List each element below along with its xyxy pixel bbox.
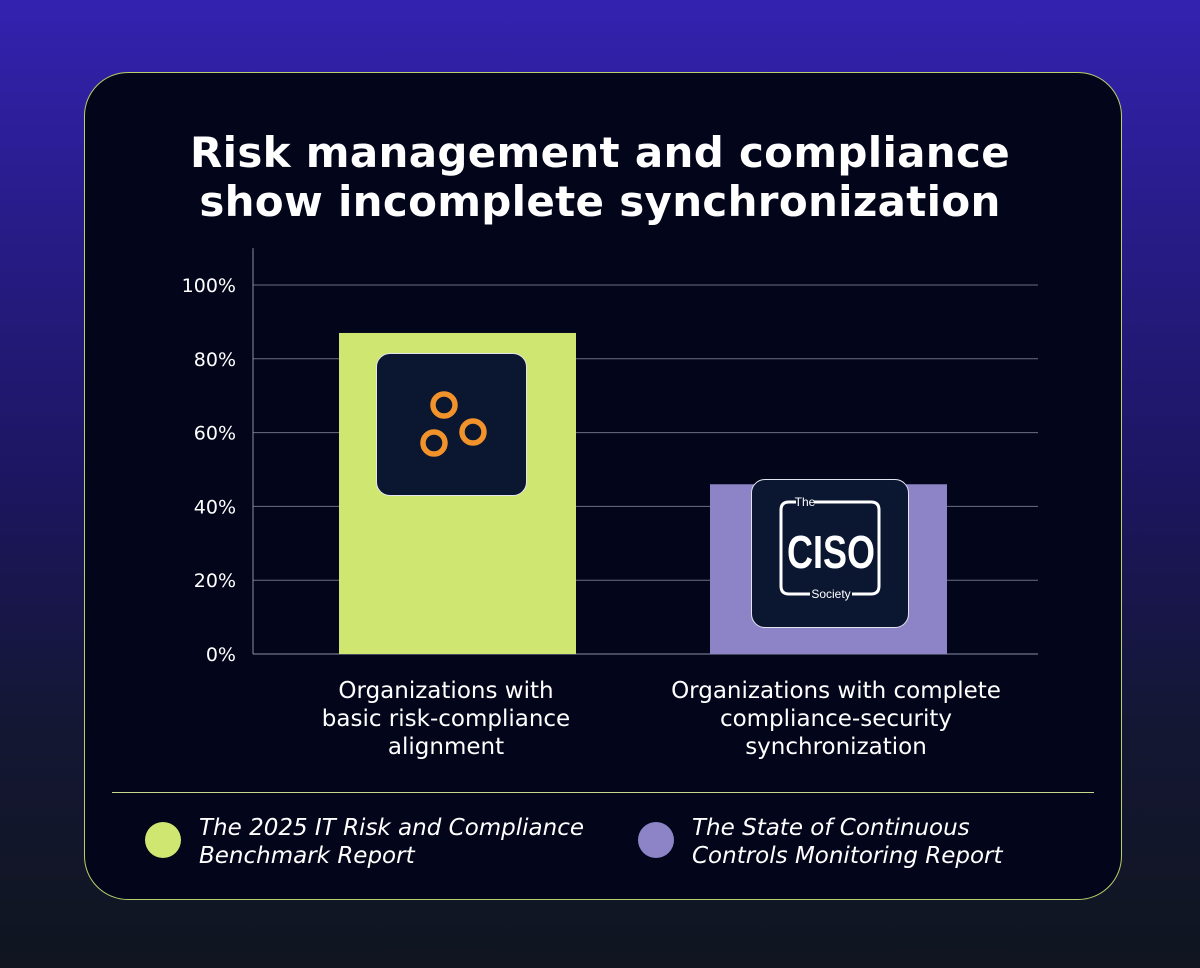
ciso-society-logo: The CISO Society [779,495,881,601]
legend-label-2-line-1: The State of Continuous [692,815,970,841]
y-tick-label-40: 40% [194,496,236,518]
title-line-2: show incomplete synchronization [199,177,1001,226]
x-category-1-line-3: alignment [387,734,505,760]
chart-title: Risk management and compliance show inco… [120,128,1080,226]
ciso-the-label: The [795,495,816,509]
x-category-1-line-1: Organizations with [338,678,554,704]
x-category-2-line-2: compliance-security [719,706,953,732]
legend-divider [112,792,1094,793]
legend-label-1-line-1: The 2025 IT Risk and Compliance [199,815,585,841]
chart-card [84,72,1122,900]
legend-label-1: The 2025 IT Risk and Compliance Benchmar… [199,814,599,870]
three-rings-logo-icon [420,391,487,457]
x-category-label-1: Organizations with basic risk-compliance… [286,677,606,761]
title-line-1: Risk management and compliance [190,128,1010,177]
x-category-1-line-2: basic risk-compliance [321,706,571,732]
x-category-2-line-3: synchronization [745,734,927,760]
legend-swatch-2 [638,822,674,858]
legend-label-2-line-2: Controls Monitoring Report [692,843,1003,869]
legend-swatch-1 [145,822,181,858]
y-tick-label-60: 60% [194,423,236,445]
ciso-main-label: CISO [787,526,875,578]
y-tick-label-100: 100% [182,275,236,297]
legend-label-2: The State of Continuous Controls Monitor… [692,814,1092,870]
ciso-society-label: Society [811,587,850,601]
y-tick-label-80: 80% [194,349,236,371]
legend-item-1: The 2025 IT Risk and Compliance Benchmar… [145,814,599,870]
legend-label-1-line-2: Benchmark Report [199,843,415,869]
y-tick-label-0: 0% [206,644,236,666]
rings-logo-tile [376,353,527,496]
y-tick-label-20: 20% [194,570,236,592]
ciso-society-logo-tile: The CISO Society [751,479,909,628]
legend-item-2: The State of Continuous Controls Monitor… [638,814,1092,870]
x-category-label-2: Organizations with complete compliance-s… [664,677,1008,761]
x-category-2-line-1: Organizations with complete [671,678,1001,704]
